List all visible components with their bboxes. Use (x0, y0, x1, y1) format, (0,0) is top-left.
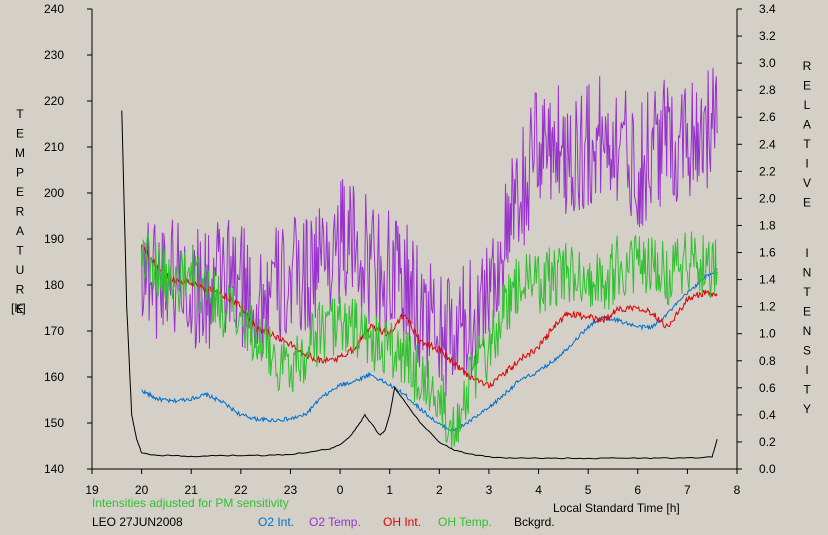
right-axis-tick-label: 2.6 (759, 110, 776, 124)
left-axis-tick-label: 140 (44, 462, 64, 476)
left-axis-unit: [K] (11, 301, 26, 315)
right-axis-title-glyph: N (803, 266, 812, 280)
right-axis-tick-label: 3.0 (759, 56, 776, 70)
x-axis-tick-label: 6 (634, 483, 641, 497)
right-axis-tick-label: 2.2 (759, 164, 776, 178)
right-axis-tick-label: 1.0 (759, 327, 776, 341)
legend: O2 Int. O2 Temp. OH Int. OH Temp. Bckgrd. (258, 515, 555, 529)
left-axis-tick-label: 230 (44, 48, 64, 62)
left-axis-tick-label: 200 (44, 186, 64, 200)
left-axis-title-glyph: T (16, 107, 24, 121)
left-axis-title-glyph: A (16, 224, 24, 238)
left-axis-tick-label: 180 (44, 278, 64, 292)
right-axis-title-glyph: T (803, 383, 811, 397)
left-axis-title-glyph: T (16, 244, 24, 258)
left-axis-title-glyph: P (16, 166, 24, 180)
x-axis-title: Local Standard Time [h] (553, 501, 680, 515)
legend-entry: O2 Temp. (309, 515, 361, 529)
right-axis-title-glyph: I (805, 246, 808, 260)
left-axis-tick-label: 190 (44, 232, 64, 246)
right-axis-title-glyph: I (805, 363, 808, 377)
axes-layer (87, 8, 742, 474)
x-axis-tick-label: 20 (135, 483, 149, 497)
right-axis-tick-label: 1.8 (759, 218, 776, 232)
left-axis-title-glyph: E (16, 185, 24, 199)
legend-entry: O2 Int. (258, 515, 294, 529)
x-axis-tick-label: 2 (436, 483, 443, 497)
legend-entry: OH Temp. (438, 515, 492, 529)
right-axis-tick-label: 0.2 (759, 435, 776, 449)
x-axis-tick-label: 1 (386, 483, 393, 497)
right-axis-tick-label: 3.4 (759, 2, 776, 16)
x-axis-tick-label: 3 (486, 483, 493, 497)
left-axis-title-glyph: R (16, 205, 25, 219)
right-axis-title-glyph: Y (803, 402, 811, 416)
x-axis-tick-label: 19 (85, 483, 99, 497)
right-axis-tick-label: 1.6 (759, 246, 776, 260)
right-axis-title-glyph: S (803, 344, 811, 358)
left-axis-tick-label: 210 (44, 140, 64, 154)
right-axis-title-glyph: N (803, 324, 812, 338)
x-axis-tick-label: 0 (337, 483, 344, 497)
left-axis-tick-label: 160 (44, 370, 64, 384)
left-axis-tick-label: 240 (44, 2, 64, 16)
sensitivity-note: Intensities adjusted for PM sensitivity (92, 496, 289, 510)
labels-layer: 1401501601701801902002102202302400.00.20… (15, 2, 812, 497)
x-axis-tick-label: 21 (185, 483, 199, 497)
left-axis-title-glyph: E (16, 302, 24, 316)
left-axis-tick-label: 150 (44, 416, 64, 430)
right-axis-tick-label: 0.6 (759, 381, 776, 395)
right-axis-title-glyph: A (803, 118, 811, 132)
right-axis-tick-label: 0.4 (759, 408, 776, 422)
x-axis-tick-label: 8 (734, 483, 741, 497)
right-axis-title-glyph: E (803, 196, 811, 210)
right-axis-title-glyph: V (803, 176, 811, 190)
x-axis-tick-label: 22 (234, 483, 248, 497)
right-axis-title-glyph: T (803, 137, 811, 151)
legend-entry: Bckgrd. (514, 515, 555, 529)
right-axis-tick-label: 1.4 (759, 273, 776, 287)
left-axis-tick-label: 170 (44, 324, 64, 338)
left-axis-title-glyph: R (16, 283, 25, 297)
series-layer (121, 67, 718, 460)
series-line (141, 67, 718, 396)
right-axis-tick-label: 2.0 (759, 191, 776, 205)
right-axis-title-glyph: E (803, 305, 811, 319)
series-line (141, 245, 718, 389)
right-axis-tick-label: 0.8 (759, 354, 776, 368)
right-axis-title-glyph: T (803, 285, 811, 299)
right-axis-tick-label: 2.8 (759, 83, 776, 97)
x-axis-tick-label: 23 (284, 483, 298, 497)
left-axis-tick-label: 220 (44, 94, 64, 108)
site-date-label: LEO 27JUN2008 (92, 515, 183, 529)
right-axis-title-glyph: L (804, 98, 811, 112)
right-axis-tick-label: 0.0 (759, 462, 776, 476)
right-axis-tick-label: 2.4 (759, 137, 776, 151)
x-axis-tick-label: 7 (684, 483, 691, 497)
right-axis-title-glyph: R (803, 59, 812, 73)
right-axis-title-glyph: I (805, 157, 808, 171)
series-line (141, 231, 718, 449)
x-axis-tick-label: 5 (585, 483, 592, 497)
series-line (121, 110, 718, 460)
legend-entry: OH Int. (383, 515, 421, 529)
left-axis-title-glyph: E (16, 127, 24, 141)
left-axis-title-glyph: M (15, 146, 25, 160)
left-axis-title-glyph: U (16, 263, 25, 277)
series-line (141, 268, 718, 433)
right-axis-tick-label: 3.2 (759, 29, 776, 43)
right-axis-tick-label: 1.2 (759, 300, 776, 314)
right-axis-title-glyph: E (803, 79, 811, 93)
x-axis-tick-label: 4 (535, 483, 542, 497)
